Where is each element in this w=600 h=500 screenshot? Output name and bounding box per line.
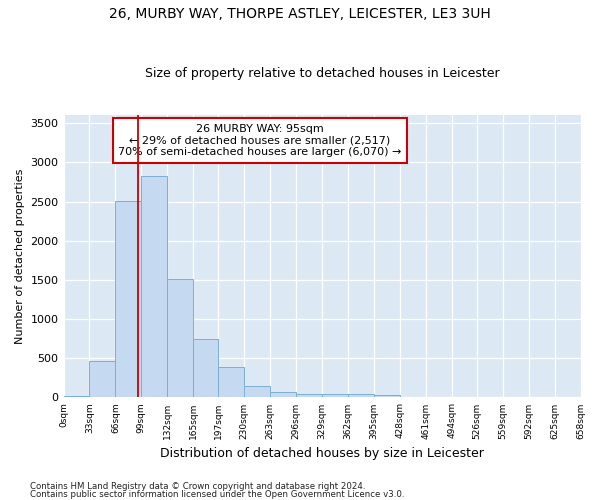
Title: Size of property relative to detached houses in Leicester: Size of property relative to detached ho… <box>145 66 499 80</box>
Bar <box>218 367 244 398</box>
Text: Contains HM Land Registry data © Crown copyright and database right 2024.: Contains HM Land Registry data © Crown c… <box>30 482 365 491</box>
Bar <box>270 392 296 398</box>
Y-axis label: Number of detached properties: Number of detached properties <box>15 168 25 344</box>
X-axis label: Distribution of detached houses by size in Leicester: Distribution of detached houses by size … <box>160 447 484 460</box>
Bar <box>115 201 142 398</box>
Bar <box>89 360 115 398</box>
Bar <box>142 176 167 398</box>
Text: 26 MURBY WAY: 95sqm  
← 29% of detached houses are smaller (2,517)
70% of semi-d: 26 MURBY WAY: 95sqm ← 29% of detached ho… <box>118 124 401 157</box>
Bar <box>348 394 374 398</box>
Bar <box>400 396 426 398</box>
Bar <box>322 394 348 398</box>
Bar <box>64 396 89 398</box>
Bar <box>296 394 322 398</box>
Bar <box>193 339 218 398</box>
Bar <box>374 395 400 398</box>
Bar <box>244 386 270 398</box>
Bar <box>167 279 193 398</box>
Text: 26, MURBY WAY, THORPE ASTLEY, LEICESTER, LE3 3UH: 26, MURBY WAY, THORPE ASTLEY, LEICESTER,… <box>109 8 491 22</box>
Text: Contains public sector information licensed under the Open Government Licence v3: Contains public sector information licen… <box>30 490 404 499</box>
